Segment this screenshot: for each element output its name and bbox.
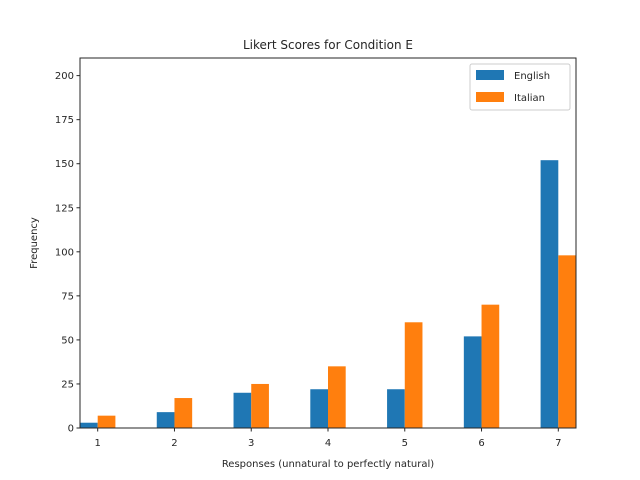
x-axis-label: Responses (unnatural to perfectly natura… xyxy=(222,459,434,470)
bar-english-7 xyxy=(540,160,559,428)
x-tick-label: 4 xyxy=(325,438,331,449)
y-tick-label: 25 xyxy=(61,379,74,390)
bar-italian-2 xyxy=(174,398,193,428)
y-tick-label: 0 xyxy=(68,424,74,435)
y-tick-label: 50 xyxy=(61,335,74,346)
x-tick-label: 7 xyxy=(555,438,561,449)
y-tick-label: 75 xyxy=(61,291,74,302)
x-tick-label: 2 xyxy=(171,438,177,449)
bar-italian-1 xyxy=(97,415,116,428)
plot-frame xyxy=(79,57,577,429)
legend-swatch-english xyxy=(476,70,504,80)
bar-italian-6 xyxy=(481,304,500,428)
bar-italian-4 xyxy=(328,366,346,428)
bars-group xyxy=(80,160,576,428)
y-tick-label: 150 xyxy=(55,159,74,170)
bar-english-6 xyxy=(463,336,482,428)
y-axis-label: Frequency xyxy=(29,217,40,269)
bar-italian-7 xyxy=(558,255,576,428)
bar-english-2 xyxy=(156,412,175,428)
x-tick-label: 1 xyxy=(95,438,101,449)
bar-english-1 xyxy=(80,422,98,428)
y-tick-label: 200 xyxy=(55,71,74,82)
bar-english-3 xyxy=(233,392,252,428)
y-tick-label: 100 xyxy=(55,247,74,258)
y-tick-label: 175 xyxy=(55,115,74,126)
bar-english-4 xyxy=(310,389,328,428)
y-tick-label: 125 xyxy=(55,203,74,214)
bar-italian-5 xyxy=(404,322,423,428)
x-axis: 1 2 3 4 5 6 7 xyxy=(95,428,561,449)
legend-label-english: English xyxy=(514,71,550,82)
bar-italian-3 xyxy=(251,383,269,428)
legend-label-italian: Italian xyxy=(514,93,545,104)
chart-title: Likert Scores for Condition E xyxy=(243,38,413,52)
legend-swatch-italian xyxy=(476,92,504,102)
legend: English Italian xyxy=(469,63,571,111)
y-axis: 0 25 50 75 100 125 150 175 200 xyxy=(55,71,80,435)
x-tick-label: 5 xyxy=(402,438,408,449)
x-tick-label: 6 xyxy=(478,438,484,449)
x-tick-label: 3 xyxy=(248,438,254,449)
bar-english-5 xyxy=(387,389,405,428)
